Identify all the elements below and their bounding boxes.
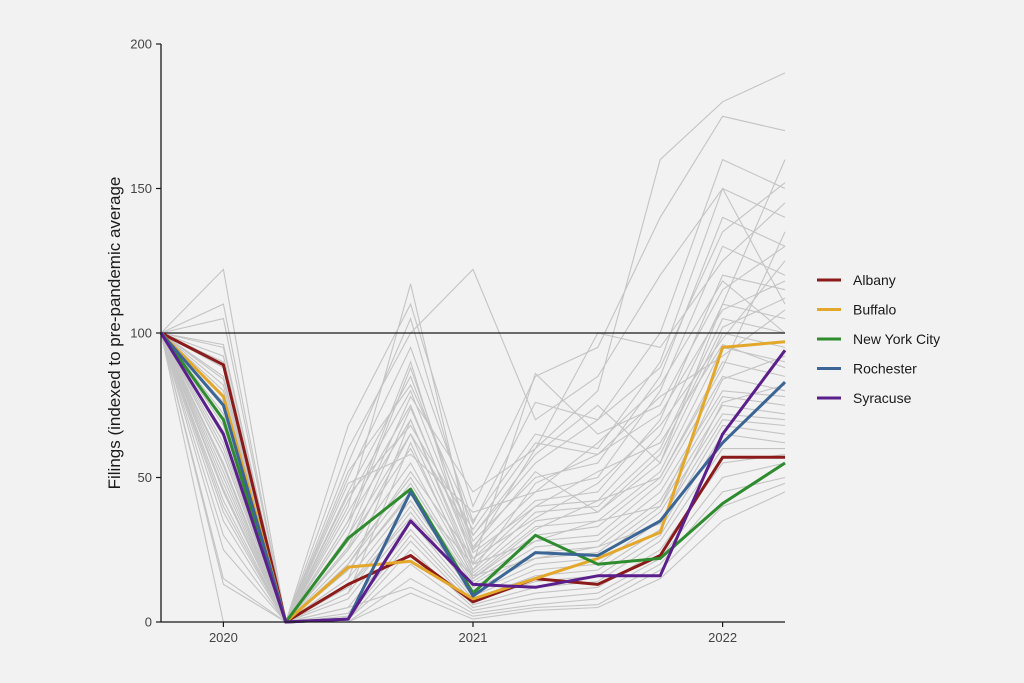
background-series-line-20 xyxy=(160,332,785,623)
background-series-group xyxy=(160,72,786,625)
legend-label-rochester: Rochester xyxy=(853,361,917,377)
x-tick-label-2022: 2022 xyxy=(708,630,737,645)
y-tick-label-50: 50 xyxy=(138,470,152,485)
background-series-line-37 xyxy=(160,332,786,623)
background-series-line-27 xyxy=(160,245,786,624)
background-series-line-35 xyxy=(160,332,786,624)
legend: Albany Buffalo New York City Rochester Syrac… xyxy=(817,272,940,406)
legend-label-syracuse: Syracuse xyxy=(853,390,912,406)
x-tick-label-2021: 2021 xyxy=(459,630,488,645)
x-ticks: 2020 2021 2022 xyxy=(209,622,737,645)
y-tick-label-200: 200 xyxy=(130,37,152,52)
legend-label-buffalo: Buffalo xyxy=(853,302,897,318)
x-tick-label-2020: 2020 xyxy=(209,630,238,645)
y-axis-title: Filings (indexed to pre-pandemic average xyxy=(105,177,124,490)
highlighted-series-group xyxy=(159,331,787,624)
background-series-line-14 xyxy=(160,332,786,623)
series-line-rochester xyxy=(159,332,787,624)
background-series-line-39 xyxy=(160,280,786,624)
series-line-albany xyxy=(160,331,785,624)
background-series-line-36 xyxy=(160,332,786,623)
background-series-line-26 xyxy=(160,187,786,625)
legend-label-albany: Albany xyxy=(853,272,896,288)
series-line-syracuse xyxy=(159,332,787,624)
y-ticks: 0 50 100 150 200 xyxy=(130,37,161,630)
y-tick-label-100: 100 xyxy=(130,326,152,341)
y-tick-label-0: 0 xyxy=(145,615,152,630)
background-series-line-1 xyxy=(160,115,786,623)
background-series-line-33 xyxy=(160,231,786,623)
legend-label-new-york-city: New York City xyxy=(853,331,940,347)
background-series-line-24 xyxy=(160,332,786,623)
y-tick-label-150: 150 xyxy=(130,181,152,196)
